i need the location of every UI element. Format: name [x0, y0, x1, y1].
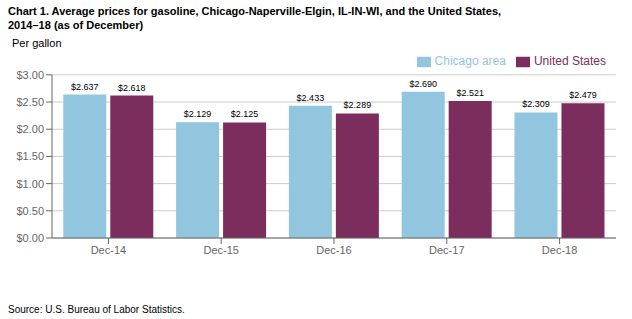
html-text:United States: United States: [534, 54, 606, 68]
svg-text:Dec-16: Dec-16: [316, 244, 351, 256]
svg-text:$2.289: $2.289: [344, 100, 372, 110]
svg-text:$2.50: $2.50: [16, 96, 44, 108]
svg-text:$2.129: $2.129: [184, 109, 212, 119]
svg-text:$2.618: $2.618: [118, 83, 146, 93]
svg-text:$1.00: $1.00: [16, 178, 44, 190]
svg-text:$2.479: $2.479: [569, 90, 597, 100]
html-text:Per gallon: Per gallon: [12, 37, 62, 49]
svg-text:Dec-15: Dec-15: [203, 244, 238, 256]
svg-text:Dec-17: Dec-17: [429, 244, 464, 256]
svg-text:$1.50: $1.50: [16, 150, 44, 162]
html-text:Chart 1. Average prices for ga: Chart 1. Average prices for gasoline, Ch…: [8, 5, 502, 17]
svg-text:Dec-18: Dec-18: [542, 244, 577, 256]
svg-text:$2.690: $2.690: [409, 79, 437, 89]
svg-text:$2.125: $2.125: [231, 109, 259, 119]
html-text:Chicago area: Chicago area: [434, 54, 506, 68]
svg-text:$2.637: $2.637: [71, 82, 99, 92]
svg-text:$3.00: $3.00: [16, 69, 44, 81]
svg-text:$2.433: $2.433: [297, 93, 325, 103]
html-text:2014–18 (as of December): 2014–18 (as of December): [8, 19, 144, 31]
svg-text:$2.00: $2.00: [16, 123, 44, 135]
html-text:Source: U.S. Bureau of Labor S: Source: U.S. Bureau of Labor Statistics.: [8, 304, 185, 315]
svg-text:Dec-14: Dec-14: [91, 244, 126, 256]
svg-text:$0.00: $0.00: [16, 232, 44, 244]
svg-text:$2.309: $2.309: [522, 99, 550, 109]
svg-text:$0.50: $0.50: [16, 205, 44, 217]
svg-text:$2.521: $2.521: [456, 88, 484, 98]
